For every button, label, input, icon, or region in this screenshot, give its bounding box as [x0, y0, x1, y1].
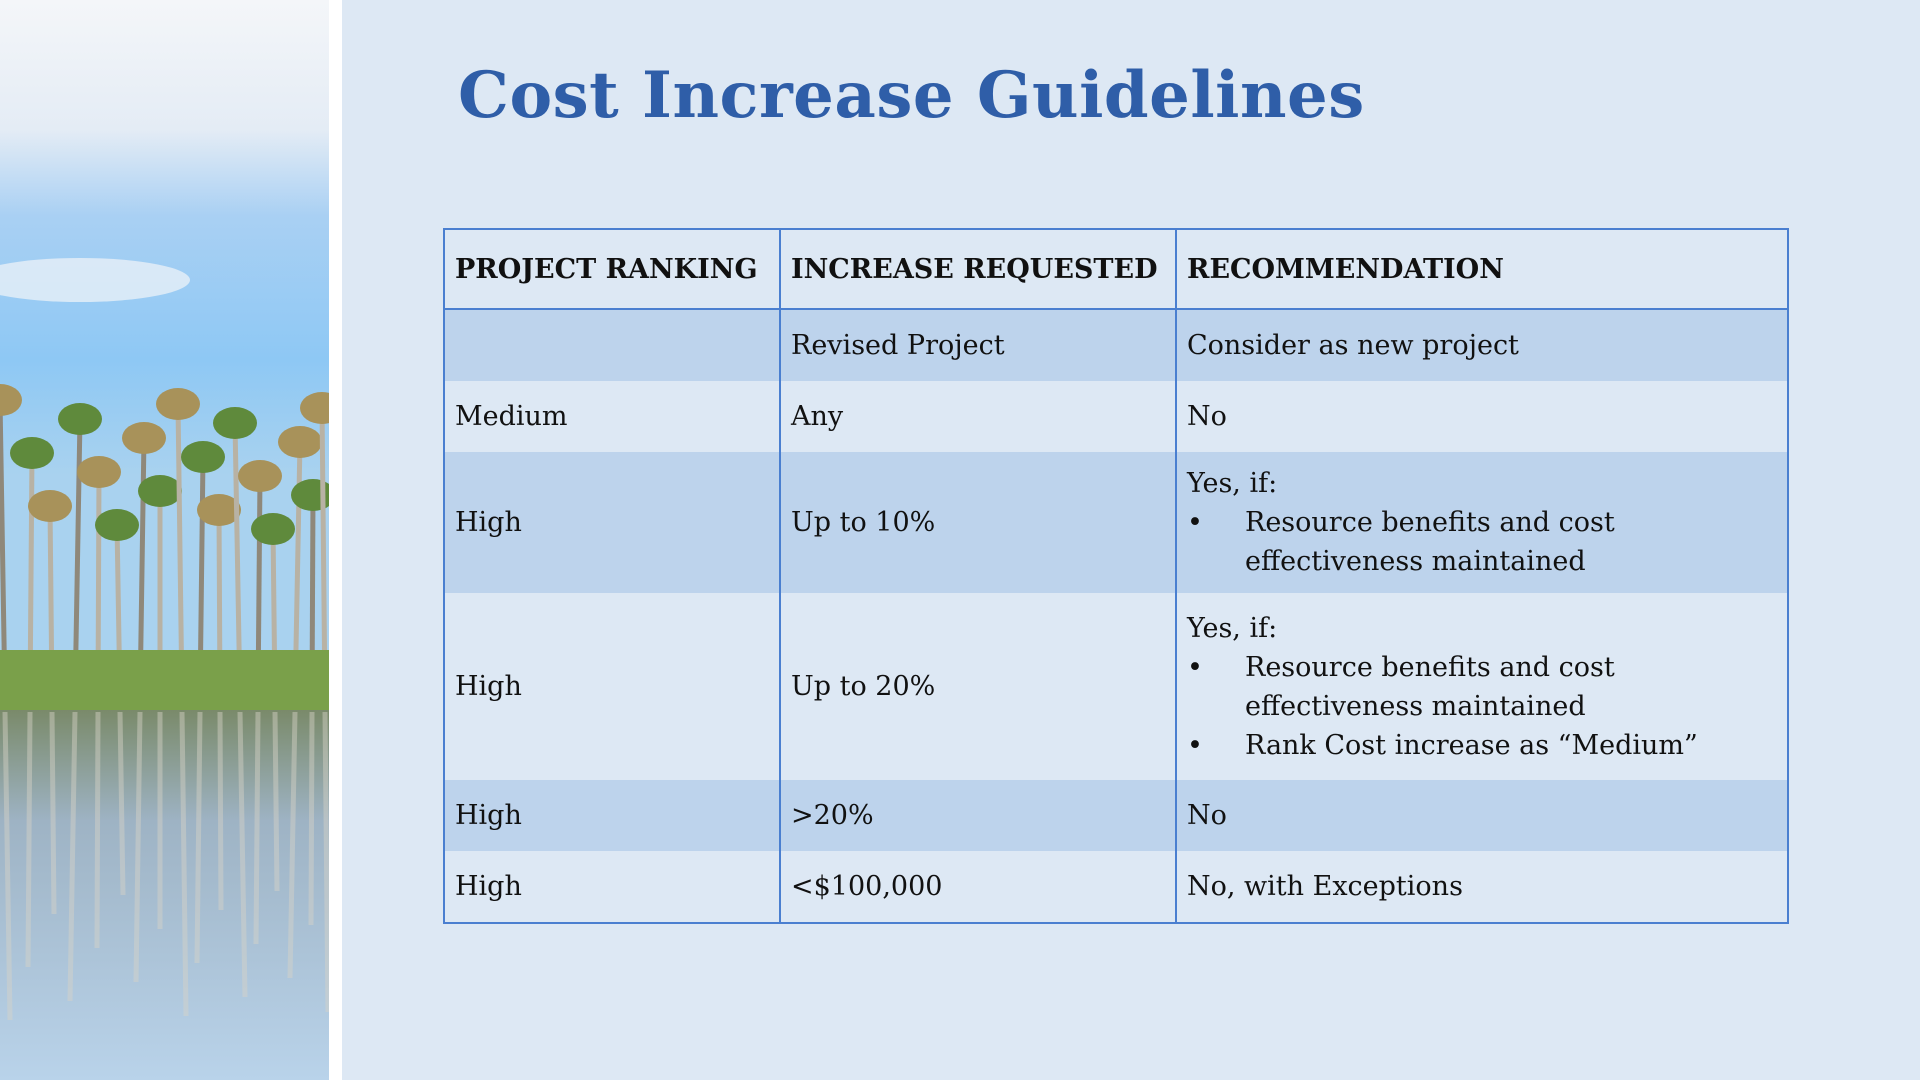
cell-recommendation: No [1175, 780, 1788, 851]
palm-crown [181, 441, 225, 473]
cell-increase: >20% [779, 780, 1176, 851]
cell-ranking: Medium [443, 381, 780, 452]
header-project-ranking: PROJECT RANKING [443, 229, 780, 310]
palm-crown [278, 426, 322, 458]
palm-crown [58, 403, 102, 435]
palm-crown [122, 422, 166, 454]
cost-guidelines-table: PROJECT RANKING INCREASE REQUESTED RECOM… [443, 228, 1789, 924]
cell-increase: Up to 10% [779, 452, 1176, 593]
recommendation-text: No, with Exceptions [1187, 871, 1463, 902]
palm-reflection [308, 711, 315, 926]
palm-crown [28, 490, 72, 522]
palm-reflection [117, 711, 126, 896]
bullet-text: Resource benefits and cost effectiveness… [1245, 651, 1615, 722]
palm-reflection [179, 711, 189, 1017]
table-row: High Up to 10% Yes, if: • Resource benefit… [443, 452, 1788, 593]
palm-crown [251, 513, 295, 545]
cell-increase: Up to 20% [779, 593, 1176, 780]
palm-reflection [94, 711, 101, 949]
photo-border-strip [329, 0, 342, 1080]
cell-increase: Any [779, 381, 1176, 452]
palm-trees [0, 384, 329, 701]
palm-reflection [2, 711, 13, 1021]
palm-reflection [67, 711, 78, 1002]
bullet-icon: • [1187, 651, 1203, 683]
palm-crown [300, 392, 329, 424]
palm-reflection [217, 711, 224, 911]
table-row: High Up to 20% Yes, if: • Resource benefit… [443, 593, 1788, 780]
palm-crown [156, 388, 200, 420]
bullet-text: Rank Cost increase as “Medium” [1245, 729, 1698, 761]
cell-ranking: High [443, 851, 780, 923]
cell-increase: <$100,000 [779, 851, 1176, 923]
cell-ranking [443, 309, 780, 381]
palm-reflection [253, 711, 261, 945]
recommendation-text: Consider as new project [1187, 330, 1519, 361]
cell-recommendation: No [1175, 381, 1788, 452]
header-recommendation: RECOMMENDATION [1175, 229, 1788, 310]
recommendation-text: Yes, if: [1187, 468, 1278, 499]
cell-recommendation: No, with Exceptions [1175, 851, 1788, 923]
cell-ranking: High [443, 780, 780, 851]
palm-reflection [322, 711, 329, 1013]
palm-crown [0, 384, 22, 416]
palm-crown [238, 460, 282, 492]
recommendation-text: No [1187, 800, 1227, 831]
water-reflection [2, 711, 329, 1021]
bullet-text: Resource benefits and cost effectiveness… [1245, 507, 1615, 577]
table-row: Revised Project Consider as new project [443, 309, 1788, 381]
palm-crown [10, 437, 54, 469]
table-header-row: PROJECT RANKING INCREASE REQUESTED RECOM… [443, 229, 1788, 310]
table-row: High >20% No [443, 780, 1788, 851]
palm-crown [138, 475, 182, 507]
palm-reflection [287, 711, 298, 979]
recommendation-bullet: • Resource benefits and cost effectivenes… [1187, 503, 1777, 581]
cell-increase: Revised Project [779, 309, 1176, 381]
cell-recommendation: Yes, if: • Resource benefits and cost effe… [1175, 593, 1788, 780]
recommendation-bullet: • Resource benefits and cost effectivenes… [1187, 648, 1777, 726]
palm-trees-photo [0, 0, 329, 1080]
recommendation-text: Yes, if: [1187, 612, 1278, 644]
cell-ranking: High [443, 593, 780, 780]
recommendation-text: No [1187, 401, 1227, 432]
table-row: High <$100,000 No, with Exceptions [443, 851, 1788, 923]
page-title: Cost Increase Guidelines [458, 58, 1365, 133]
cell-ranking: High [443, 452, 780, 593]
bullet-icon: • [1187, 507, 1203, 538]
palm-crown [197, 494, 241, 526]
palm-reflection [194, 711, 203, 964]
palm-reflection [49, 711, 57, 915]
palm-crown [95, 509, 139, 541]
cell-recommendation: Yes, if: • Resource benefits and cost effe… [1175, 452, 1788, 593]
palm-crown [213, 407, 257, 439]
palm-reflection [25, 711, 33, 968]
recommendation-bullet: • Rank Cost increase as “Medium” [1187, 726, 1777, 765]
palm-reflection [133, 711, 143, 983]
palm-reflection [272, 711, 280, 892]
header-increase-requested: INCREASE REQUESTED [779, 229, 1176, 310]
bullet-icon: • [1187, 729, 1203, 761]
cell-recommendation: Consider as new project [1175, 309, 1788, 381]
palm-crown [77, 456, 121, 488]
palm-crown [291, 479, 329, 511]
palm-reflection [237, 711, 248, 998]
table-row: Medium Any No [443, 381, 1788, 452]
